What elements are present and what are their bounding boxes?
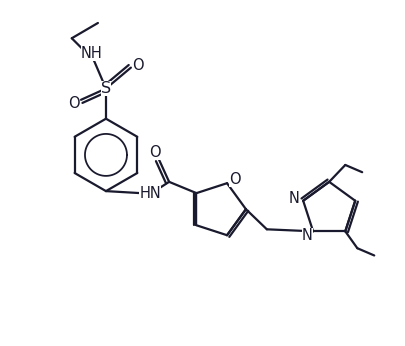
Text: S: S [101, 81, 111, 96]
Text: N: N [302, 228, 313, 243]
Text: N: N [289, 191, 300, 206]
Text: O: O [68, 95, 80, 110]
Text: HN: HN [139, 185, 161, 201]
Text: O: O [132, 58, 144, 73]
Text: NH: NH [81, 46, 103, 61]
Text: O: O [149, 145, 161, 160]
Text: O: O [229, 172, 241, 186]
